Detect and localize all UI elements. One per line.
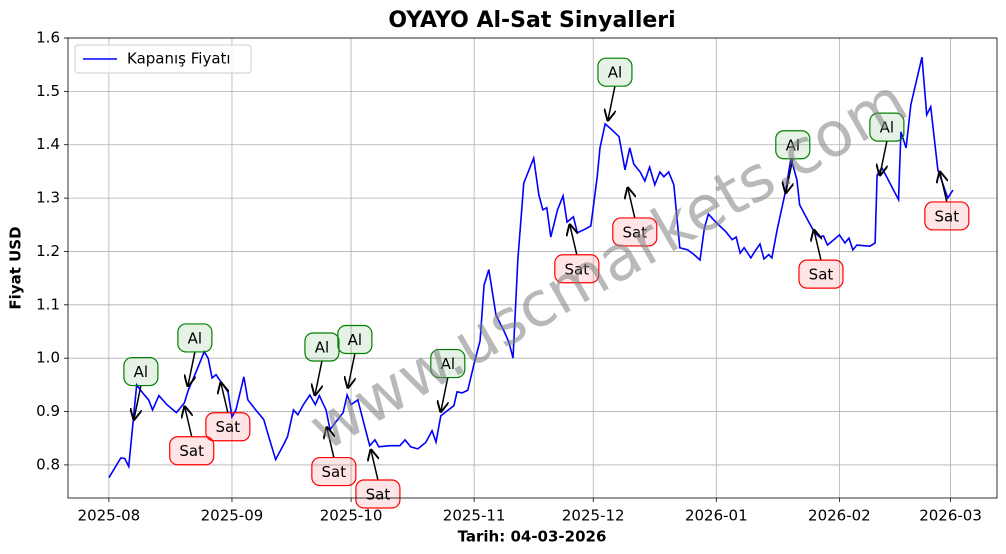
signal-arrow: [441, 377, 448, 412]
signal-box: [169, 436, 215, 466]
signal-box: [597, 57, 633, 87]
y-axis-label: Fiyat USD: [7, 226, 25, 309]
signal-box: [205, 412, 251, 442]
signal-label: Sat: [366, 485, 391, 503]
signal-label: Sat: [216, 418, 241, 436]
signal-arrow: [221, 383, 228, 413]
annotations: Al Al Al Al Al Al Al Al Sat Sat Sat Sat Sat Sat Sat Sat: [123, 57, 970, 509]
signal-box: [123, 356, 159, 387]
signal-box: [554, 254, 600, 284]
legend-box: [74, 44, 252, 74]
x-tick-label: 2025-10: [320, 507, 383, 525]
signal-box: [430, 348, 466, 379]
x-tick-label: 2025-09: [201, 507, 264, 525]
signal-arrow: [371, 450, 378, 481]
y-tick-label: 0.8: [36, 455, 60, 473]
signal-arrow: [814, 230, 821, 261]
signal-arrow: [327, 428, 334, 458]
signal-label: Al: [786, 136, 800, 154]
signal-arrow: [570, 225, 577, 255]
plot: [108, 57, 954, 479]
signal-arrow: [940, 172, 947, 203]
legend: Kapanış Fiyatı: [74, 44, 252, 74]
x-tick-label: 2025-11: [443, 507, 506, 525]
signal-box: [177, 323, 213, 353]
signal-arrow: [880, 140, 887, 175]
x-tick-label: 2026-01: [685, 507, 748, 525]
signal-box: [924, 201, 970, 231]
y-tick-label: 1.4: [36, 135, 60, 153]
signal-arrow: [608, 86, 615, 120]
signal-label: Sat: [565, 260, 590, 278]
x-axis-label: Tarih: 04-03-2026: [458, 528, 607, 546]
y-tick-label: 1.2: [36, 242, 60, 260]
signal-arrow: [185, 407, 192, 437]
signal-label: Al: [348, 331, 362, 349]
price-line: [108, 57, 954, 479]
signal-box: [612, 217, 658, 247]
y-tick-label: 1.1: [36, 295, 60, 313]
signal-label: Sat: [179, 442, 204, 460]
signal-arrow: [134, 385, 141, 420]
y-tick-label: 1.0: [36, 349, 60, 367]
signal-arrow: [188, 351, 195, 386]
signal-box: [869, 112, 905, 142]
signal-label: Al: [880, 119, 894, 137]
y-tick-label: 1.3: [36, 189, 60, 207]
signal-box: [355, 479, 401, 509]
signal-label: Al: [441, 355, 455, 373]
signal-box: [337, 324, 373, 355]
signal-arrow: [628, 188, 635, 219]
signal-box: [775, 130, 811, 160]
x-tick-label: 2026-03: [919, 507, 982, 525]
signal-label: Sat: [622, 223, 647, 241]
x-tick-label: 2026-02: [808, 507, 871, 525]
signal-box: [311, 456, 357, 487]
x-tick-label: 2025-08: [78, 507, 141, 525]
y-tick-label: 0.9: [36, 402, 60, 420]
signal-label: Al: [188, 329, 202, 347]
signal-label: Al: [134, 363, 148, 381]
y-tick-label: 1.5: [36, 82, 60, 100]
legend-label: Kapanış Fiyatı: [127, 50, 231, 68]
signal-box: [304, 332, 340, 362]
chart-title: OYAYO Al-Sat Sinyalleri: [388, 8, 675, 33]
signal-label: Sat: [809, 266, 834, 284]
signal-arrow: [315, 360, 322, 395]
signal-label: Al: [608, 64, 622, 82]
y-tick-label: 1.6: [36, 29, 60, 47]
signal-label: Al: [315, 339, 329, 357]
x-tick-label: 2025-12: [562, 507, 625, 525]
signal-label: Sat: [322, 463, 347, 481]
signal-label: Sat: [935, 207, 960, 225]
signal-box: [798, 259, 844, 289]
signal-arrow: [786, 158, 793, 193]
signal-arrow: [348, 353, 355, 388]
plot-frame: [67, 37, 998, 499]
